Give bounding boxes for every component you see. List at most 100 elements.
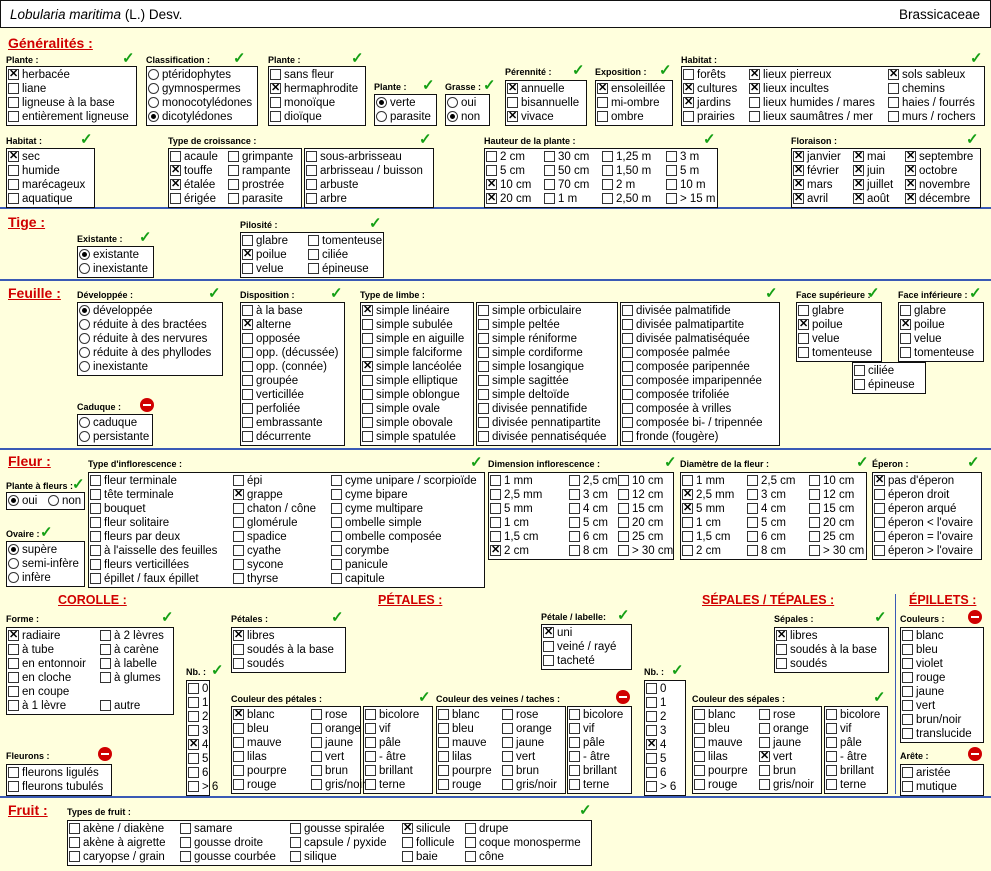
checkbox-nbsep[interactable]: 0 [646,682,666,696]
checkbox-inflorescence[interactable]: glomérule [233,516,298,530]
checkbox-habitat2[interactable]: humide [8,164,60,178]
checkbox-habitat1[interactable]: murs / rochers [888,110,976,124]
checkbox-nbpet[interactable]: 0 [188,682,208,696]
checkbox-forme[interactable]: à 2 lèvres [100,629,164,643]
checkbox-nbsep[interactable]: 6 [646,766,666,780]
checkbox-forme[interactable]: autre [100,699,140,713]
checkbox-croissance[interactable]: touffe [170,163,213,178]
checkbox-habitat2[interactable]: aquatique [8,192,73,206]
checkbox-inflorescence[interactable]: ombelle simple [331,516,422,530]
checkbox-habitat2[interactable]: marécageux [8,178,85,192]
checkbox-fruit[interactable]: drupe [465,822,508,836]
checkbox-diminflo[interactable]: 3 cm [569,488,608,502]
checkbox-limbe[interactable]: divisée pennatifide [478,402,587,416]
checkbox-coulpet[interactable]: bleu [233,722,269,736]
checkbox-diminflo[interactable]: 12 cm [618,488,663,502]
checkbox-diamfleur[interactable]: 5 cm [747,516,786,530]
radio-developpee[interactable]: réduite à des bractées [79,318,207,332]
checkbox-plante[interactable]: ligneuse à la base [8,96,115,110]
checkbox-floraison[interactable]: mai [853,149,886,164]
checkbox-hauteur[interactable]: 2 cm [486,150,525,164]
checkbox-petales[interactable]: soudés [233,657,284,671]
checkbox-fleurons[interactable]: fleurons tubulés [8,780,103,794]
checkbox-habitat1[interactable]: lieux humides / mares [749,96,875,110]
checkbox-diamfleur[interactable]: 2,5 mm [682,487,734,502]
checkbox-forme[interactable]: à labelle [100,657,157,671]
checkbox-nbpet[interactable]: 2 [188,710,208,724]
checkbox-limbe[interactable]: simple lancéolée [362,359,462,374]
checkbox-inflorescence[interactable]: thyrse [233,572,278,586]
checkbox-coulsep[interactable]: bleu [694,722,730,736]
checkbox-arete[interactable]: mutique [902,780,957,794]
radio-classification[interactable]: gymnospermes [148,82,241,96]
checkbox-habitat1[interactable]: sols sableux [888,67,965,82]
checkbox-croissance[interactable]: étalée [170,177,215,192]
checkbox-limbe[interactable]: composée palmée [622,346,730,360]
checkbox-couleurs[interactable]: blanc [902,629,944,643]
checkbox-disposition[interactable]: verticillée [242,388,304,402]
radio-developpee[interactable]: inexistante [79,360,148,374]
checkbox-diminflo[interactable]: 5 mm [490,502,533,516]
checkbox-coulsep[interactable]: bicolore [826,708,880,722]
checkbox-diamfleur[interactable]: 12 cm [809,488,854,502]
checkbox-limbe[interactable]: simple cordiforme [478,346,583,360]
checkbox-coulsep[interactable]: rouge [694,778,737,792]
checkbox-coulvein[interactable]: brun [502,764,539,778]
checkbox-floraison[interactable]: avril [793,191,828,206]
checkbox-diminflo[interactable]: 1 mm [490,474,533,488]
checkbox-diamfleur[interactable]: 25 cm [809,530,854,544]
checkbox-fruit[interactable]: akène / diakène [69,822,164,836]
checkbox-coulvein[interactable]: vif [569,722,595,736]
checkbox-diamfleur[interactable]: 2 cm [682,544,721,558]
checkbox-nbsep[interactable]: 3 [646,724,666,738]
checkbox-inflorescence[interactable]: spadice [233,530,287,544]
checkbox-coulvein[interactable]: rouge [438,778,481,792]
checkbox-exposition[interactable]: ensoleillée [597,81,665,96]
checkbox-facesup[interactable]: tomenteuse [798,346,872,360]
checkbox-nbpet[interactable]: > 6 [188,780,218,794]
checkbox-inflorescence[interactable]: chaton / cône [233,502,316,516]
checkbox-coulsep[interactable]: - âtre [826,750,867,764]
checkbox-coulvein[interactable]: bleu [438,722,474,736]
checkbox-coulsep[interactable]: pourpre [694,764,748,778]
checkbox-exposition[interactable]: mi-ombre [597,96,660,110]
checkbox-plante[interactable]: liane [8,82,46,96]
checkbox-fruit[interactable]: akène à aigrette [69,836,165,850]
radio-plantefleurs[interactable]: oui [8,494,37,508]
checkbox-limbe[interactable]: simple losangique [478,360,584,374]
checkbox-plante2[interactable]: sans fleur [270,68,334,82]
radio-developpee[interactable]: réduite à des nervures [79,332,207,346]
checkbox-fleurons[interactable]: fleurons ligulés [8,766,99,780]
checkbox-habitat1[interactable]: cultures [683,81,737,96]
checkbox-forme[interactable]: radiaire [8,628,60,643]
checkbox-inflorescence[interactable]: panicule [331,558,388,572]
checkbox-pilosite[interactable]: épineuse [308,262,369,276]
checkbox-faceinf[interactable]: tomenteuse [900,346,974,360]
checkbox-couleurs[interactable]: translucide [902,727,972,741]
radio-classification[interactable]: monocotylédones [148,96,252,110]
checkbox-diminflo[interactable]: > 30 cm [618,544,673,558]
checkbox-floraison[interactable]: novembre [905,177,970,192]
checkbox-limbe[interactable]: simple obovale [362,416,453,430]
checkbox-forme[interactable]: à tube [8,643,54,657]
checkbox-coulpet[interactable]: blanc [233,707,275,722]
checkbox-hauteur[interactable]: 70 cm [544,178,589,192]
radio-classification[interactable]: dicotylédones [148,110,232,124]
checkbox-diamfleur[interactable]: 5 mm [682,501,725,516]
checkbox-inflorescence[interactable]: cyathe [233,544,281,558]
checkbox-croissance[interactable]: arbre [306,192,347,206]
checkbox-croissance[interactable]: rampante [228,164,291,178]
checkbox-croissance[interactable]: prostrée [228,178,284,192]
checkbox-habitat1[interactable]: lieux saumâtres / mer [749,110,873,124]
checkbox-floraison[interactable]: août [853,191,889,206]
checkbox-habitat1[interactable]: lieux pierreux [749,67,831,82]
checkbox-face_extra[interactable]: épineuse [854,378,915,392]
checkbox-limbe[interactable]: composée paripennée [622,360,750,374]
checkbox-coulvein[interactable]: pâle [569,736,605,750]
checkbox-habitat1[interactable]: forêts [683,68,726,82]
checkbox-forme[interactable]: à carène [100,643,159,657]
checkbox-fruit[interactable]: caryopse / grain [69,850,165,864]
checkbox-inflorescence[interactable]: épillet / faux épillet [90,572,199,586]
checkbox-floraison[interactable]: décembre [905,191,970,206]
checkbox-coulpet[interactable]: brillant [365,764,413,778]
